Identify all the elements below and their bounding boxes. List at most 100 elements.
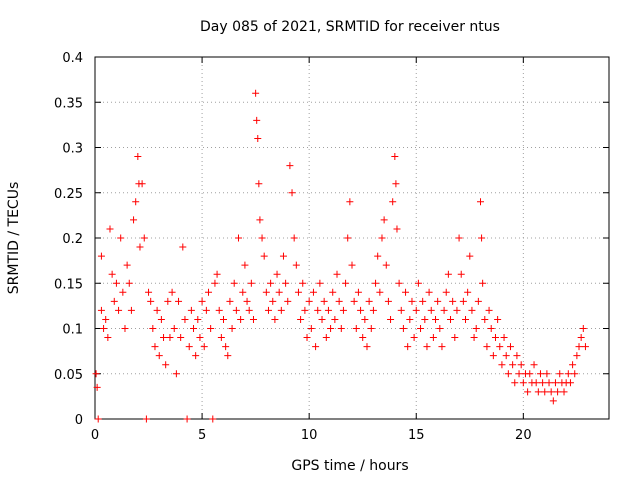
data-point [185,343,193,351]
data-point [369,306,377,314]
data-point [547,388,555,396]
data-point [393,225,401,233]
data-point [478,234,486,242]
data-point [119,288,127,296]
data-point [271,315,279,323]
data-point [412,306,420,314]
data-point [243,297,251,305]
data-point [337,325,345,332]
data-point [97,252,105,260]
data-point [365,297,373,305]
data-point [346,198,354,206]
data-point [211,279,219,287]
data-point [442,288,450,296]
data-point [382,261,390,269]
data-point [339,306,347,314]
data-point [577,334,585,342]
data-point [168,288,176,296]
data-point [112,279,120,287]
data-point [329,288,337,296]
data-point [372,279,380,287]
data-point [367,325,375,332]
data-point [526,370,534,378]
data-point [483,343,491,351]
data-point [187,306,195,314]
data-point [359,334,367,342]
data-point [474,297,482,305]
data-point [222,343,230,351]
data-point [327,325,335,332]
data-point [318,315,326,323]
data-point [539,379,547,387]
data-point [451,334,459,342]
data-point [155,352,163,360]
data-point [149,325,157,332]
data-point [481,315,489,323]
data-point [376,288,384,296]
y-tick-label: 0.25 [54,187,83,202]
data-point [157,315,165,323]
data-point [470,334,478,342]
y-tick-label: 0.4 [62,51,83,66]
data-point [258,234,266,242]
data-point [402,288,410,296]
data-point [361,315,369,323]
data-point [408,297,416,305]
data-point [571,370,579,378]
data-point [134,153,142,161]
data-point [344,234,352,242]
data-point [457,270,465,278]
data-point [192,352,200,360]
data-point [491,334,499,342]
data-point [164,297,172,305]
data-point [260,252,268,260]
data-point [123,261,131,269]
data-point [449,297,457,305]
data-point [269,297,277,305]
x-tick-label: 20 [515,428,532,443]
x-tick-label: 15 [408,428,425,443]
data-point [255,180,263,188]
plot-area [92,56,610,423]
data-point [335,297,343,305]
data-point [209,415,217,423]
data-point [513,352,521,360]
data-point [410,334,418,342]
data-point [307,325,315,332]
data-point [286,162,294,170]
data-point [183,415,191,423]
data-point [468,306,476,314]
data-point [175,297,183,305]
data-point [125,279,133,287]
data-point [228,325,236,332]
data-point [427,306,435,314]
data-point [556,370,564,378]
data-point [115,306,123,314]
data-point [391,153,399,161]
data-point [299,279,307,287]
data-point [421,315,429,323]
data-point [417,325,425,332]
data-point [297,315,305,323]
data-point [444,270,452,278]
data-point [389,198,397,206]
data-point [543,370,551,378]
data-point [350,297,358,305]
data-point [147,297,155,305]
data-point [108,270,116,278]
data-point [309,288,317,296]
data-point [500,334,508,342]
data-point [314,306,322,314]
data-point [104,334,112,342]
data-point [239,288,247,296]
data-point [569,361,577,369]
data-point [232,306,240,314]
data-point [399,325,407,332]
data-point [564,370,572,378]
data-point [237,315,245,323]
data-point [462,315,470,323]
data-point [290,234,298,242]
data-point [472,325,480,332]
data-point [333,270,341,278]
data-point [136,243,144,251]
